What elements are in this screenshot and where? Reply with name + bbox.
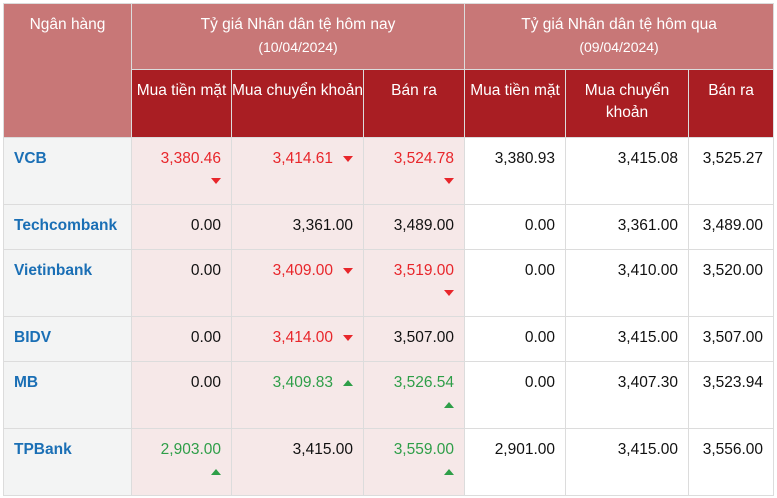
today-rate: 3,414.61 — [231, 137, 364, 205]
today-title: Tỷ giá Nhân dân tệ hôm nay — [200, 16, 396, 33]
bank-name: MB — [3, 361, 132, 429]
yesterday-rate: 3,361.00 — [565, 204, 690, 250]
today-rate: 0.00 — [131, 361, 232, 429]
today-rate: 3,409.00 — [231, 249, 364, 317]
yesterday-rate: 3,407.30 — [565, 361, 690, 429]
rate-value: 2,903.00 — [160, 441, 221, 458]
table-row: MB 0.00 3,409.83 3,526.54 0.00 3,407.30 3,523.… — [3, 361, 775, 429]
rate-value: 0.00 — [190, 217, 221, 234]
rate-value: 3,489.00 — [393, 217, 455, 234]
col-header: Bán ra — [688, 69, 775, 138]
yesterday-rate: 3,520.00 — [688, 249, 775, 317]
today-rate: 3,507.00 — [362, 316, 466, 362]
arrow-up-icon — [343, 379, 353, 386]
rate-value: 0.00 — [190, 329, 221, 346]
col-header: Mua chuyển khoản — [565, 69, 690, 138]
rate-value: 3,409.83 — [272, 374, 333, 391]
bank-header: Ngân hàng — [3, 3, 132, 138]
yesterday-header: Tỷ giá Nhân dân tệ hôm qua (09/04/2024) — [464, 3, 775, 70]
rate-value: 3,559.00 — [393, 441, 455, 458]
today-rate: 2,903.00 — [131, 428, 232, 496]
yesterday-rate: 0.00 — [464, 204, 567, 250]
arrow-down-icon — [211, 177, 221, 184]
today-rate: 0.00 — [131, 204, 232, 250]
col-header: Mua tiền mặt — [464, 69, 567, 138]
yesterday-title: Tỷ giá Nhân dân tệ hôm qua — [521, 16, 717, 33]
rate-value: 3,361.00 — [292, 217, 353, 234]
yesterday-rate: 0.00 — [464, 316, 567, 362]
table-row: Techcombank 0.00 3,361.00 3,489.00 0.00 3,361… — [3, 204, 775, 250]
arrow-down-icon — [343, 267, 353, 274]
today-rate: 3,519.00 — [362, 249, 466, 317]
today-date: (10/04/2024) — [258, 39, 338, 55]
yesterday-rate: 3,507.00 — [688, 316, 775, 362]
today-rate: 3,415.00 — [231, 428, 364, 496]
arrow-up-icon — [444, 468, 455, 475]
today-rate: 3,409.83 — [231, 361, 364, 429]
rate-value: 3,415.00 — [292, 441, 353, 458]
yesterday-rate: 3,489.00 — [688, 204, 775, 250]
yesterday-rate: 3,380.93 — [464, 137, 567, 205]
today-rate: 3,380.46 — [131, 137, 232, 205]
yesterday-rate: 3,415.00 — [565, 428, 690, 496]
bank-name: BIDV — [3, 316, 132, 362]
rate-value: 0.00 — [190, 374, 221, 391]
yesterday-rate: 3,523.94 — [688, 361, 775, 429]
bank-name: Vietinbank — [3, 249, 132, 317]
today-rate: 3,414.00 — [231, 316, 364, 362]
rate-value: 3,409.00 — [272, 262, 333, 279]
today-rate: 3,489.00 — [362, 204, 466, 250]
yesterday-date: (09/04/2024) — [579, 39, 659, 55]
rate-value: 3,526.54 — [393, 374, 455, 391]
rate-value: 3,519.00 — [393, 262, 455, 279]
col-header: Mua tiền mặt — [131, 69, 232, 138]
today-rate: 3,559.00 — [362, 428, 466, 496]
today-header: Tỷ giá Nhân dân tệ hôm nay (10/04/2024) — [130, 3, 466, 70]
exchange-rate-table: Ngân hàng Tỷ giá Nhân dân tệ hôm nay (10/… — [3, 3, 775, 496]
table-row: Vietinbank 0.00 3,409.00 3,519.00 0.00 3,410.… — [3, 249, 775, 317]
yesterday-rate: 3,415.08 — [565, 137, 690, 205]
table-row: VCB 3,380.46 3,414.61 3,524.78 3,380.93 3,415… — [3, 137, 775, 205]
yesterday-rate: 0.00 — [464, 361, 567, 429]
arrow-down-icon — [343, 334, 353, 341]
today-rate: 0.00 — [131, 249, 232, 317]
table-row: BIDV 0.00 3,414.00 3,507.00 0.00 3,415.00 3,50… — [3, 316, 775, 362]
arrow-up-icon — [211, 468, 221, 475]
today-rate: 0.00 — [131, 316, 232, 362]
rate-value: 0.00 — [190, 262, 221, 279]
bank-name: TPBank — [3, 428, 132, 496]
arrow-down-icon — [343, 155, 353, 162]
col-header: Bán ra — [362, 69, 466, 138]
table-row: TPBank 2,903.00 3,415.00 3,559.00 2,901.00 3,… — [3, 428, 775, 496]
today-rate: 3,361.00 — [231, 204, 364, 250]
arrow-down-icon — [444, 289, 455, 296]
arrow-down-icon — [444, 177, 455, 184]
rate-value: 3,380.46 — [160, 150, 221, 167]
yesterday-rate: 3,525.27 — [688, 137, 775, 205]
yesterday-rate: 2,901.00 — [464, 428, 567, 496]
yesterday-rate: 0.00 — [464, 249, 567, 317]
rate-value: 3,414.00 — [272, 329, 333, 346]
col-header: Mua chuyển khoản — [231, 69, 364, 138]
today-rate: 3,526.54 — [362, 361, 466, 429]
bank-name: VCB — [3, 137, 132, 205]
rate-value: 3,414.61 — [272, 150, 333, 167]
rate-value: 3,524.78 — [393, 150, 455, 167]
yesterday-rate: 3,410.00 — [565, 249, 690, 317]
today-rate: 3,524.78 — [362, 137, 466, 205]
yesterday-rate: 3,415.00 — [565, 316, 690, 362]
bank-name: Techcombank — [3, 204, 132, 250]
rate-value: 3,507.00 — [393, 329, 455, 346]
arrow-up-icon — [444, 401, 455, 408]
yesterday-rate: 3,556.00 — [688, 428, 775, 496]
